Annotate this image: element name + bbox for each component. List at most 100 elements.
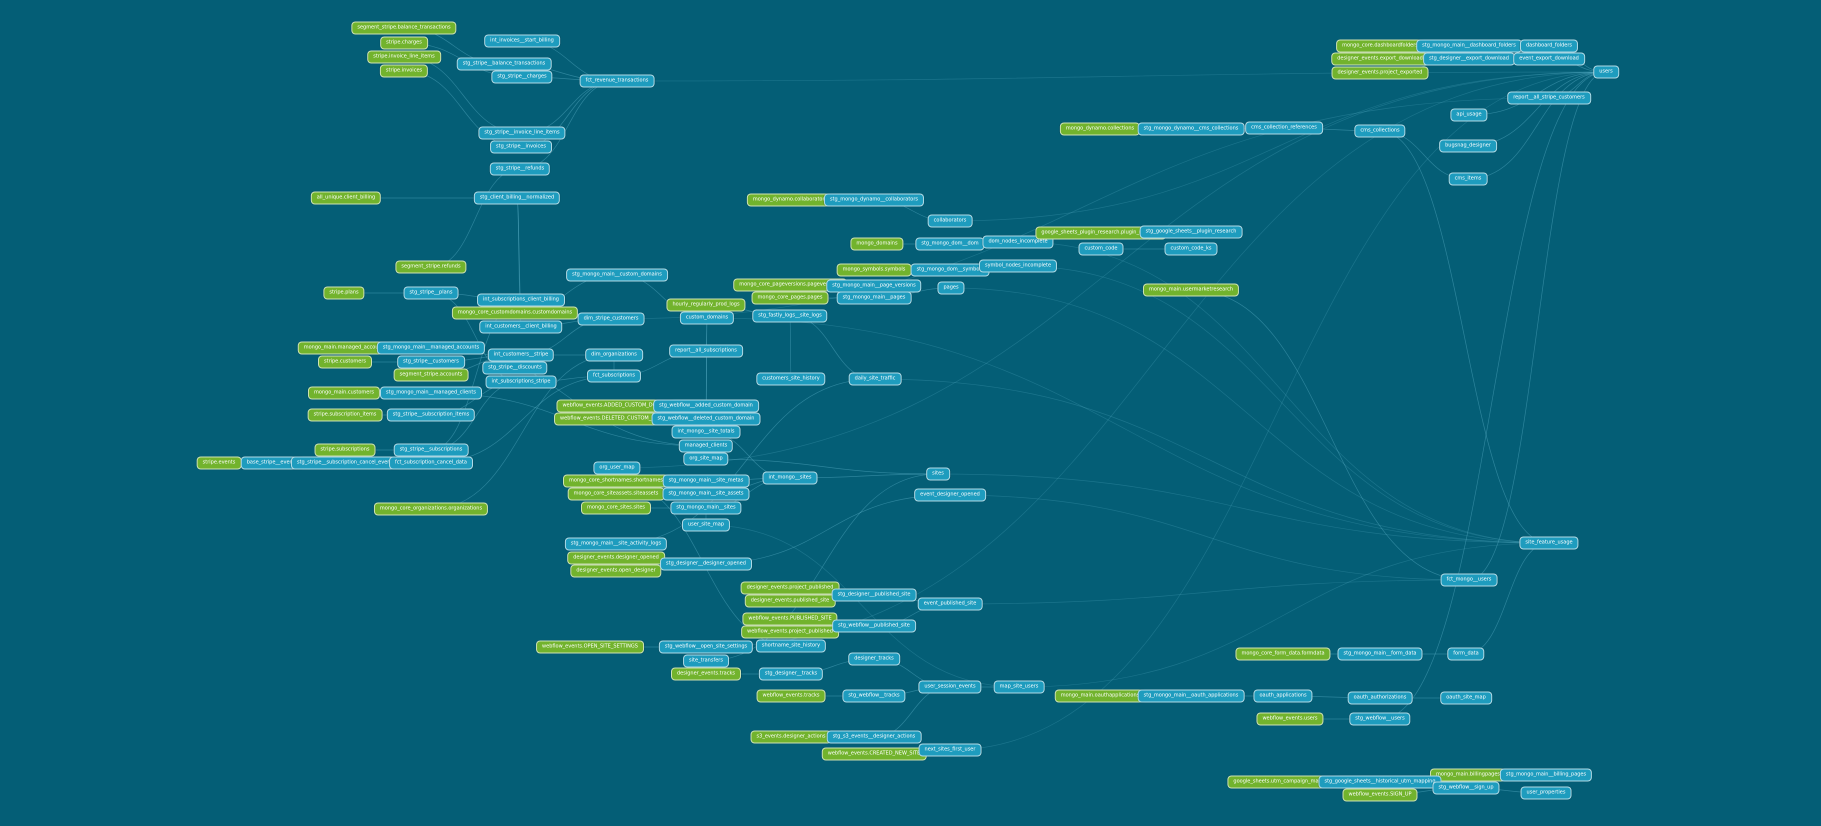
graph-node-source[interactable]: stripe.charges — [380, 36, 428, 50]
graph-node-model[interactable]: org_site_map — [683, 452, 729, 466]
graph-node-model[interactable]: cms_collection_references — [1245, 121, 1323, 135]
graph-node-source[interactable]: webflow_events.tracks — [756, 689, 826, 703]
graph-node-model[interactable]: stg_mongo_main__pages — [836, 291, 912, 305]
graph-node-model[interactable]: stg_s3_events__designer_actions — [826, 730, 922, 744]
graph-node-model[interactable]: stg_mongo_main__billing_pages — [1499, 768, 1593, 782]
graph-node-model[interactable]: stg_stripe__subscriptions — [393, 443, 469, 457]
graph-node-model[interactable]: stg_fastly_logs__site_logs — [752, 309, 828, 323]
graph-node-source[interactable]: mongo_dynamo.collections — [1059, 122, 1141, 136]
graph-node-source[interactable]: mongo_core_pages.pages — [751, 291, 829, 305]
graph-node-model[interactable]: stg_mongo_main__form_data — [1337, 647, 1423, 661]
graph-node-model[interactable]: stg_mongo_dynamo__collaborators — [823, 193, 925, 207]
graph-node-model[interactable]: int_mongo__sites — [762, 471, 818, 485]
graph-node-model[interactable]: user_properties — [1520, 786, 1572, 800]
graph-node-model[interactable]: pages — [937, 281, 965, 295]
graph-node-model[interactable]: bugsnag_designer — [1439, 139, 1497, 153]
graph-node-model[interactable]: stg_mongo_main__custom_domains — [566, 268, 668, 282]
graph-node-model[interactable]: stg_designer__designer_opened — [660, 557, 752, 571]
graph-node-source[interactable]: designer_events.project_exported — [1331, 66, 1429, 80]
graph-node-model[interactable]: custom_code — [1078, 242, 1124, 256]
graph-node-model[interactable]: dashboard_folders — [1519, 39, 1579, 53]
graph-node-model[interactable]: int_subscriptions_stripe — [485, 375, 557, 389]
graph-node-model[interactable]: oauth_applications — [1253, 689, 1313, 703]
graph-node-source[interactable]: mongo_symbols.symbols — [836, 263, 912, 277]
graph-node-source[interactable]: stripe.plans — [323, 286, 365, 300]
graph-node-model[interactable]: stg_stripe__balance_transactions — [456, 57, 552, 71]
graph-node-model[interactable]: stg_stripe__discounts — [482, 361, 548, 375]
graph-node-model[interactable]: stg_google_sheets__historical_utm_mappin… — [1318, 775, 1442, 789]
graph-node-source[interactable]: mongo_core_pageversions.pageversions — [733, 278, 847, 292]
graph-node-source[interactable]: designer_events.export_download — [1331, 52, 1429, 66]
graph-node-model[interactable]: user_site_map — [681, 518, 731, 532]
graph-node-source[interactable]: google_sheets_plugin_research.plugin_res… — [1035, 226, 1167, 240]
graph-node-model[interactable]: stg_mongo_dom__symbols — [910, 263, 990, 277]
graph-node-source[interactable]: stripe.events — [196, 456, 242, 470]
graph-node-source[interactable]: s3_events.designer_actions — [750, 730, 832, 744]
graph-node-model[interactable]: stg_mongo_main__site_activity_logs — [564, 537, 668, 551]
graph-node-source[interactable]: mongo_core.dashboardfolders — [1336, 39, 1424, 53]
graph-node-model[interactable]: map_site_users — [993, 680, 1045, 694]
graph-node-model[interactable]: custom_domains — [679, 311, 735, 325]
graph-node-model[interactable]: stg_mongo_main__managed_accounts — [376, 341, 486, 355]
graph-node-source[interactable]: stripe.customers — [318, 355, 372, 369]
graph-node-model[interactable]: stg_webflow__added_custom_domain — [653, 399, 759, 413]
graph-node-model[interactable]: stg_mongo_dom__dom — [915, 237, 985, 251]
graph-node-model[interactable]: stg_google_sheets__plugin_research — [1139, 225, 1243, 239]
graph-node-model[interactable]: oauth_authorizations — [1347, 691, 1413, 705]
graph-node-model[interactable]: fct_subscriptions — [586, 369, 642, 383]
graph-node-model[interactable]: stg_stripe__invoices — [490, 140, 552, 154]
graph-node-model[interactable]: report__all_subscriptions — [669, 344, 743, 358]
graph-node-source[interactable]: mongo_core_sites.sites — [580, 501, 652, 515]
graph-node-model[interactable]: daily_site_traffic — [848, 372, 902, 386]
graph-node-model[interactable]: stg_mongo_main__site_metas — [662, 474, 750, 488]
graph-node-model[interactable]: event_published_site — [917, 597, 983, 611]
graph-node-model[interactable]: stg_mongo_main__oauth_applications — [1137, 689, 1245, 703]
graph-node-model[interactable]: event_export_download — [1513, 52, 1585, 66]
graph-node-model[interactable]: stg_mongo_dynamo__cms_collections — [1137, 122, 1245, 136]
graph-node-model[interactable]: stg_designer__export_download — [1423, 52, 1515, 66]
graph-node-model[interactable]: dim_organizations — [585, 348, 643, 362]
graph-node-source[interactable]: mongo_domains — [850, 237, 904, 251]
graph-node-model[interactable]: int_invoices__start_billing — [484, 34, 560, 48]
graph-node-model[interactable]: stg_mongo_main__sites — [670, 501, 742, 515]
graph-node-source[interactable]: designer_events.tracks — [671, 667, 741, 681]
graph-node-model[interactable]: fct_subscription_cancel_data — [389, 456, 473, 470]
graph-node-source[interactable]: webflow_events.SIGN_UP — [1342, 788, 1418, 802]
graph-node-model[interactable]: int_mongo__site_totals — [671, 425, 741, 439]
graph-node-source[interactable]: stripe.invoice_line_items — [367, 50, 441, 64]
graph-node-source[interactable]: webflow_events.PUBLISHED_SITE — [742, 612, 838, 626]
graph-node-model[interactable]: stg_mongo_main__dashboard_folders — [1416, 39, 1522, 53]
graph-node-model[interactable]: dim_stripe_customers — [577, 312, 645, 326]
graph-node-model[interactable]: stg_mongo_main__site_assets — [662, 487, 750, 501]
graph-node-source[interactable]: mongo_core_customdomains.customdomains — [451, 306, 579, 320]
graph-node-source[interactable]: segment_stripe.refunds — [395, 260, 467, 274]
graph-node-model[interactable]: oauth_site_map — [1440, 691, 1492, 705]
graph-node-model[interactable]: base_stripe__events — [240, 456, 304, 470]
graph-node-model[interactable]: api_usage — [1450, 108, 1488, 122]
graph-node-source[interactable]: mongo_main.oauthapplications — [1054, 689, 1146, 703]
graph-node-source[interactable]: stripe.invoices — [379, 64, 429, 78]
graph-node-model[interactable]: fct_mongo__users — [1440, 573, 1498, 587]
graph-node-source[interactable]: webflow_events.users — [1256, 712, 1324, 726]
graph-node-model[interactable]: stg_stripe__customers — [397, 355, 465, 369]
graph-node-model[interactable]: event_designer_opened — [914, 488, 986, 502]
graph-node-model[interactable]: stg_webflow__deleted_custom_domain — [651, 412, 761, 426]
graph-node-source[interactable]: mongo_main.usermarketresearch — [1142, 283, 1240, 297]
graph-node-source[interactable]: stripe.subscriptions — [314, 443, 376, 457]
graph-node-source[interactable]: segment_stripe.accounts — [393, 368, 469, 382]
graph-node-model[interactable]: stg_webflow__sign_up — [1432, 781, 1500, 795]
graph-node-source[interactable]: webflow_events.project_published — [741, 625, 839, 639]
graph-node-source[interactable]: mongo_core_shortnames.shortnames — [562, 474, 670, 488]
graph-node-source[interactable]: mongo_core_siteassets.siteassets — [567, 487, 665, 501]
graph-node-model[interactable]: custom_code_ks — [1164, 242, 1218, 256]
graph-node-model[interactable]: stg_webflow__open_site_settings — [658, 640, 754, 654]
graph-node-model[interactable]: site_feature_usage — [1519, 536, 1579, 550]
graph-node-model[interactable]: dom_nodes_incomplete — [982, 235, 1054, 249]
graph-node-source[interactable]: webflow_events.CREATED_NEW_SITE — [821, 747, 927, 761]
graph-node-source[interactable]: webflow_events.OPEN_SITE_SETTINGS — [536, 640, 644, 654]
graph-node-model[interactable]: stg_webflow__published_site — [832, 619, 916, 633]
graph-node-source[interactable]: mongo_core_form_data.formdata — [1235, 647, 1331, 661]
graph-node-model[interactable]: sites — [926, 467, 950, 481]
graph-node-model[interactable]: stg_designer__tracks — [758, 667, 824, 681]
